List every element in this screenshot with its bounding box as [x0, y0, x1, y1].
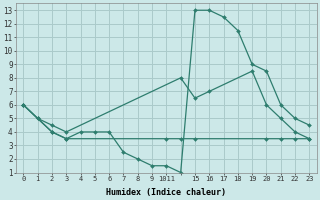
X-axis label: Humidex (Indice chaleur): Humidex (Indice chaleur): [106, 188, 226, 197]
